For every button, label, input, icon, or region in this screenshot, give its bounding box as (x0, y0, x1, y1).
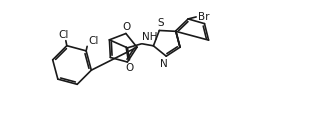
Text: NH: NH (143, 32, 158, 42)
Text: O: O (123, 21, 131, 31)
Text: Br: Br (198, 12, 210, 22)
Text: Cl: Cl (59, 30, 69, 40)
Text: N: N (160, 59, 168, 69)
Text: Cl: Cl (88, 36, 99, 46)
Text: S: S (157, 18, 164, 28)
Text: O: O (125, 63, 134, 73)
